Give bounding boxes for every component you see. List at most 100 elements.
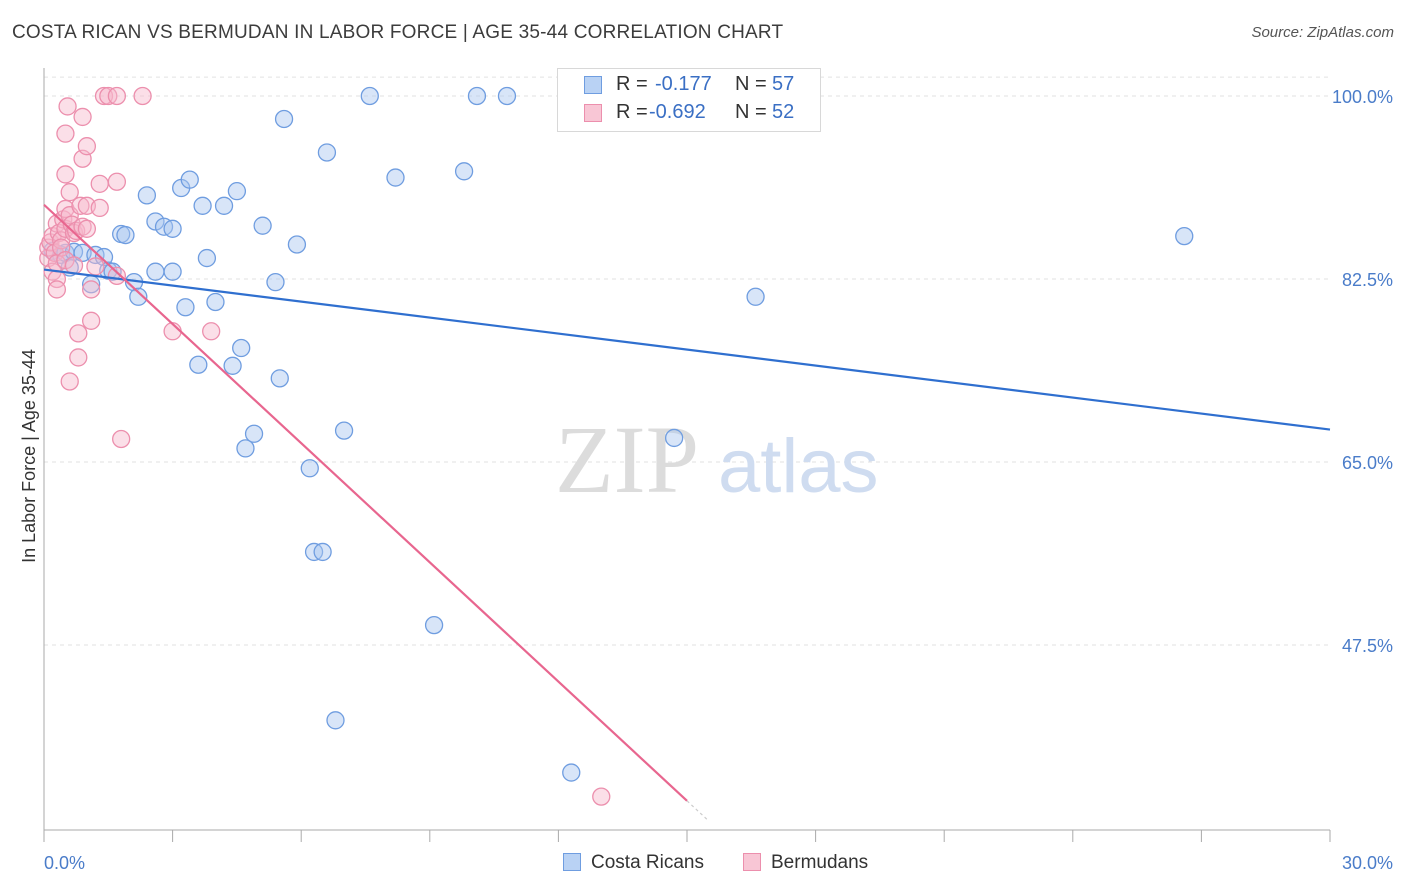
point-costa-ricans (214, 196, 234, 215)
legend-r-value: -0.177 (655, 73, 712, 95)
point-bermudans (60, 372, 79, 391)
point-bermudans (107, 266, 127, 286)
point-bermudans (90, 198, 109, 218)
point-bermudans (202, 322, 221, 341)
x-tick-label-min: 0.0% (44, 853, 85, 873)
point-costa-ricans (562, 763, 581, 782)
point-costa-ricans (193, 196, 212, 215)
y-axis-label: In Labor Force | Age 35-44 (19, 349, 39, 563)
point-costa-ricans (313, 542, 332, 562)
point-costa-ricans (176, 298, 195, 317)
bottom-legend-swatch-blue (563, 853, 581, 871)
legend-row-costa-ricans: R = -0.177 N = 57 (558, 73, 820, 101)
bottom-legend-label: Costa Ricans (591, 852, 704, 873)
x-tick-marks (43, 830, 1331, 842)
point-costa-ricans (287, 235, 307, 254)
point-costa-ricans (454, 162, 474, 181)
legend-r-value: -0.692 (649, 101, 706, 123)
point-costa-ricans (189, 355, 208, 374)
legend-n-value: 57 (772, 73, 795, 95)
point-costa-ricans (497, 86, 517, 106)
legend-n-value: 52 (772, 101, 795, 123)
point-costa-ricans (386, 168, 405, 187)
legend-n-label: N = (735, 101, 767, 123)
y-tick-labels: 100.0% 82.5% 65.0% 47.5% (1332, 87, 1393, 656)
point-bermudans (107, 86, 127, 106)
point-costa-ricans (274, 109, 294, 129)
trendline-bermudans (43, 203, 688, 802)
legend-n-label: N = (735, 73, 767, 95)
watermark-atlas: atlas (718, 424, 879, 509)
point-bermudans (94, 86, 114, 106)
point-costa-ricans (116, 225, 135, 245)
point-bermudans (64, 256, 84, 275)
point-costa-ricans (163, 262, 182, 281)
point-costa-ricans (424, 615, 444, 635)
point-costa-ricans (223, 356, 242, 375)
legend-swatch-blue (584, 76, 602, 94)
point-bermudans (56, 251, 75, 270)
point-costa-ricans (467, 86, 487, 106)
y-tick-label: 82.5% (1342, 270, 1393, 290)
point-bermudans (133, 86, 152, 106)
series-bermudans (39, 86, 611, 806)
point-bermudans (47, 280, 67, 299)
source-label: Source: ZipAtlas.com (1251, 24, 1394, 41)
trendline-bermudans-extension (686, 800, 709, 822)
point-costa-ricans (1175, 226, 1194, 246)
chart-title: COSTA RICAN VS BERMUDAN IN LABOR FORCE |… (12, 22, 784, 43)
point-costa-ricans (206, 292, 225, 312)
bottom-legend-label: Bermudans (771, 852, 869, 873)
y-tick-label: 65.0% (1342, 453, 1393, 473)
trend-lines (43, 203, 1331, 822)
point-costa-ricans (317, 143, 337, 162)
point-costa-ricans (244, 424, 264, 443)
point-costa-ricans (146, 262, 165, 281)
point-costa-ricans (253, 216, 272, 235)
point-costa-ricans (227, 182, 247, 201)
legend-r-label: R = (616, 73, 648, 95)
point-bermudans (592, 787, 611, 806)
point-bermudans (71, 196, 90, 215)
y-tick-label: 100.0% (1332, 87, 1393, 107)
y-tick-label: 47.5% (1342, 636, 1393, 656)
point-costa-ricans (197, 248, 217, 268)
point-bermudans (73, 107, 92, 127)
point-costa-ricans (664, 428, 684, 448)
point-bermudans (86, 257, 105, 276)
stats-legend: R = -0.177 N = 57 R = -0.692 N = 52 (557, 68, 821, 132)
legend-r-label: R = (616, 101, 648, 123)
trendline-costa-ricans (43, 268, 1331, 431)
point-costa-ricans (137, 186, 157, 205)
point-bermudans (56, 124, 75, 143)
point-bermudans (60, 183, 79, 202)
point-costa-ricans (129, 287, 148, 306)
point-bermudans (69, 348, 88, 367)
point-costa-ricans (236, 439, 255, 458)
watermark: ZIP atlas (555, 406, 879, 513)
point-bermudans (82, 311, 101, 330)
bottom-legend-costa-ricans: Costa Ricans (563, 852, 704, 874)
bottom-legend-swatch-pink (743, 853, 761, 871)
point-costa-ricans (232, 338, 251, 358)
watermark-zip: ZIP (555, 406, 699, 513)
point-costa-ricans (326, 711, 345, 730)
point-bermudans (82, 280, 101, 299)
point-costa-ricans (163, 219, 182, 238)
point-bermudans (69, 324, 88, 343)
point-bermudans (56, 165, 75, 184)
point-bermudans (107, 172, 127, 191)
point-costa-ricans (266, 272, 285, 292)
point-costa-ricans (360, 86, 379, 106)
point-costa-ricans (270, 369, 289, 388)
point-bermudans (58, 97, 77, 116)
legend-swatch-pink (584, 104, 602, 122)
point-costa-ricans (334, 421, 354, 440)
point-costa-ricans (300, 459, 319, 478)
bottom-legend-bermudans: Bermudans (743, 852, 868, 874)
point-costa-ricans (146, 212, 165, 231)
point-costa-ricans (746, 287, 765, 306)
point-bermudans (77, 219, 97, 238)
point-bermudans (77, 137, 97, 156)
